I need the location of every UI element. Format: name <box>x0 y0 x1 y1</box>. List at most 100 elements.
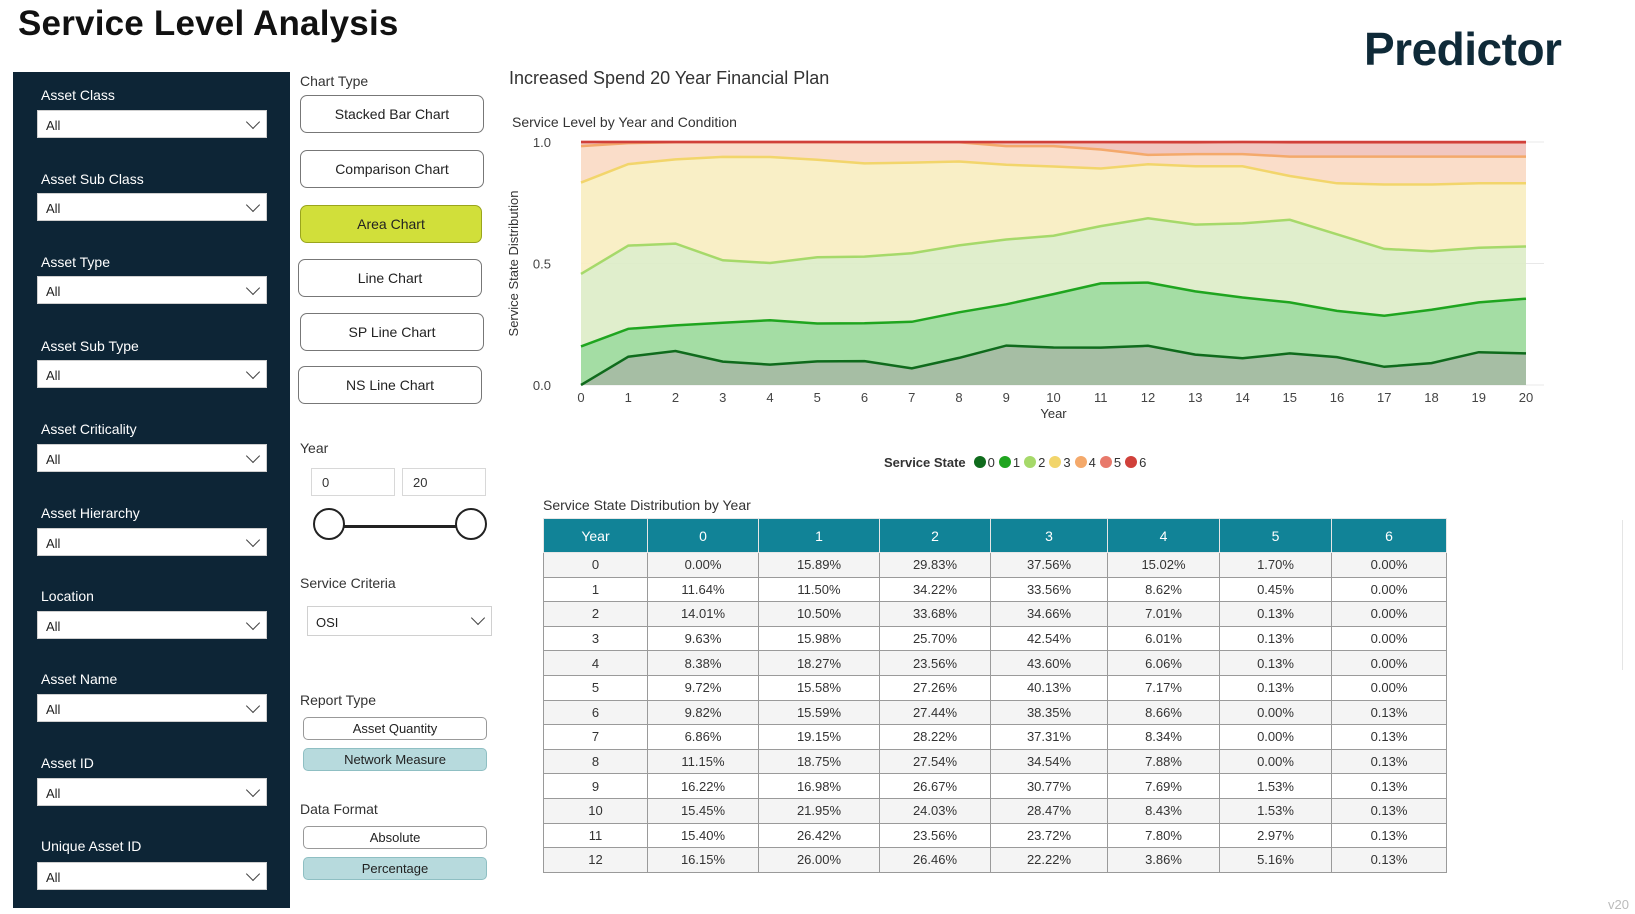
legend-item-2[interactable]: 2 <box>1024 455 1045 470</box>
column-header[interactable]: 2 <box>879 518 991 553</box>
table-cell: 1 <box>543 576 648 603</box>
table-cell: 7.69% <box>1107 773 1220 799</box>
x-tick-label: 13 <box>1188 390 1202 405</box>
filter-label-asset-sub-type: Asset Sub Type <box>41 338 139 354</box>
network-measure-button[interactable]: Network Measure <box>303 748 487 771</box>
asset-name-select[interactable]: All <box>37 694 267 722</box>
year-slider-track[interactable] <box>330 525 475 528</box>
table-cell: 11.64% <box>647 576 759 603</box>
table-cell: 40.13% <box>990 674 1108 701</box>
table-cell: 1.53% <box>1219 797 1332 824</box>
legend-item-1[interactable]: 1 <box>998 455 1020 470</box>
legend-dot-icon <box>1074 456 1087 468</box>
asset-id-select[interactable]: All <box>37 778 267 806</box>
table-row: 6 9.82% 15.59% 27.44% 38.35% 8.66% 0.00% 0.13% <box>543 699 1447 726</box>
x-tick-label: 14 <box>1235 390 1249 405</box>
area-series-2 <box>581 218 1526 347</box>
legend-item-6[interactable]: 6 <box>1125 455 1146 470</box>
column-header[interactable]: 1 <box>758 518 880 553</box>
absolute-button[interactable]: Absolute <box>303 826 487 849</box>
table-cell: 11.15% <box>647 748 759 775</box>
table-cell: 23.56% <box>879 822 991 849</box>
table-cell: 8 <box>543 748 648 775</box>
x-tick-label: 10 <box>1046 390 1060 405</box>
service-criteria-select[interactable]: OSI <box>307 606 492 636</box>
asset-quantity-button[interactable]: Asset Quantity <box>303 717 487 740</box>
table-cell: 0.00% <box>1331 552 1447 578</box>
chevron-down-icon <box>245 698 261 714</box>
year-label: Year <box>300 440 329 456</box>
line-series-1 <box>580 281 1527 348</box>
table-cell: 8.38% <box>647 650 759 676</box>
asset-criticality-select[interactable]: All <box>37 444 267 472</box>
table-cell: 27.44% <box>879 699 991 726</box>
table-cell: 37.56% <box>990 552 1108 578</box>
column-header[interactable]: 3 <box>990 518 1108 553</box>
stacked-bar-chart-button[interactable]: Stacked Bar Chart <box>300 95 484 133</box>
table-cell: 33.68% <box>879 601 991 627</box>
column-header[interactable]: Year <box>543 518 648 553</box>
select-value: All <box>46 452 61 467</box>
legend-dot-icon <box>973 456 986 468</box>
filter-label-asset-name: Asset Name <box>41 671 118 687</box>
line-series-2 <box>580 217 1527 275</box>
chevron-down-icon <box>245 448 261 464</box>
select-value: All <box>46 118 61 133</box>
table-cell: 11 <box>543 822 648 849</box>
x-tick-label: 2 <box>672 390 679 405</box>
year-slider-max-handle[interactable] <box>455 508 487 540</box>
table-scrollbar[interactable] <box>1622 520 1623 670</box>
x-tick-label: 16 <box>1330 390 1344 405</box>
filter-label-asset-id: Asset ID <box>41 755 94 771</box>
legend-item-0[interactable]: 0 <box>973 454 995 470</box>
table-cell: 2 <box>543 601 648 627</box>
y-axis-label: Service State Distribution <box>506 191 521 337</box>
column-header[interactable]: 5 <box>1219 518 1332 553</box>
report-title: Increased Spend 20 Year Financial Plan <box>509 68 830 88</box>
legend-item-3[interactable]: 3 <box>1049 455 1071 470</box>
location-select[interactable]: All <box>37 611 267 639</box>
year-max-input[interactable]: 20 <box>402 468 486 496</box>
column-header[interactable]: 6 <box>1331 518 1447 553</box>
unique-asset-id-select[interactable]: All <box>37 862 267 890</box>
area-chart-button[interactable]: Area Chart <box>300 205 482 243</box>
line-chart-button[interactable]: Line Chart <box>298 259 482 297</box>
area-series-0 <box>581 345 1526 385</box>
table-cell: 16.15% <box>647 847 759 873</box>
legend-label: 0 <box>987 454 995 470</box>
chevron-down-icon <box>245 532 261 548</box>
comparison-chart-button[interactable]: Comparison Chart <box>300 150 484 188</box>
table-cell: 16.98% <box>758 773 880 799</box>
legend-dot-icon <box>1099 456 1112 468</box>
table-cell: 26.42% <box>758 822 880 849</box>
year-min-input[interactable]: 0 <box>311 468 395 496</box>
legend-label: 2 <box>1038 454 1046 470</box>
table-cell: 27.26% <box>879 674 991 701</box>
y-tick-label: 0.0 <box>533 378 551 393</box>
asset-sub-type-select[interactable]: All <box>37 360 267 388</box>
percentage-button[interactable]: Percentage <box>303 857 487 880</box>
select-value: All <box>46 284 61 299</box>
asset-class-select[interactable]: All <box>37 110 267 138</box>
column-header[interactable]: 4 <box>1107 518 1220 553</box>
table-cell: 24.03% <box>879 797 991 824</box>
ns-line-chart-button[interactable]: NS Line Chart <box>298 366 482 404</box>
legend-label: 4 <box>1088 454 1096 470</box>
legend-item-4[interactable]: 4 <box>1074 454 1096 470</box>
table-cell: 15.98% <box>758 625 880 652</box>
asset-sub-class-select[interactable]: All <box>37 193 267 221</box>
legend-label: 5 <box>1113 454 1122 470</box>
table-row: 2 14.01% 10.50% 33.68% 34.66% 7.01% 0.13% 0.00% <box>543 601 1447 627</box>
chevron-down-icon <box>245 280 261 296</box>
legend-item-5[interactable]: 5 <box>1099 454 1122 470</box>
asset-type-select[interactable]: All <box>37 276 267 304</box>
table-cell: 0.00% <box>1219 699 1332 726</box>
year-slider-min-handle[interactable] <box>313 508 345 540</box>
column-header[interactable]: 0 <box>647 518 759 553</box>
table-cell: 6.86% <box>647 724 759 750</box>
asset-hierarchy-select[interactable]: All <box>37 528 267 556</box>
table-row: 12 16.15% 26.00% 26.46% 22.22% 3.86% 5.16% 0.13… <box>543 847 1447 873</box>
table-row: 9 16.22% 16.98% 26.67% 30.77% 7.69% 1.53% 0.13% <box>543 773 1447 799</box>
table-cell: 34.22% <box>879 576 991 603</box>
sp-line-chart-button[interactable]: SP Line Chart <box>300 313 484 351</box>
